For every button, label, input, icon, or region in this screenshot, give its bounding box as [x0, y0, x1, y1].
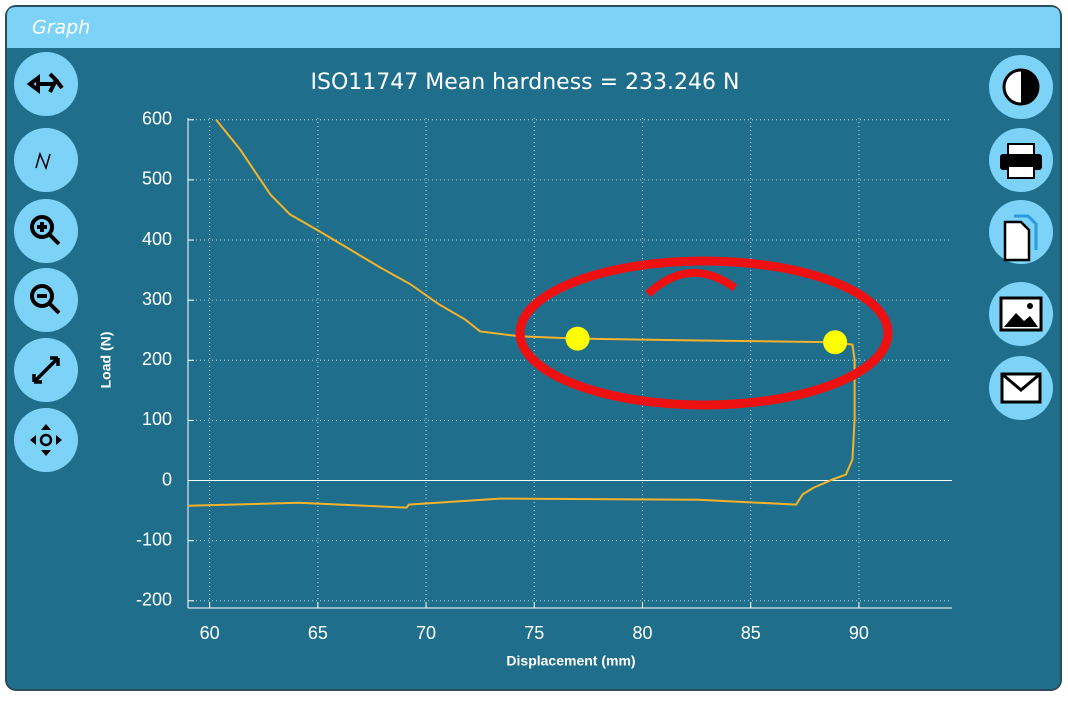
print-button[interactable]: [989, 128, 1053, 192]
x-tick-label: 70: [416, 623, 436, 643]
y-tick-label: 300: [142, 289, 172, 309]
zoom-out-button[interactable]: [14, 268, 78, 332]
right-toolbar: [989, 55, 1053, 420]
y-tick-label: -200: [136, 590, 172, 610]
x-tick-label: 85: [741, 623, 761, 643]
curve-button[interactable]: [14, 128, 78, 192]
pan-button[interactable]: [14, 408, 78, 472]
plot: -200 -100 0 100 200 300 400 500 600 60 65 70 75 80 85 9…: [136, 109, 952, 643]
email-button[interactable]: [989, 356, 1053, 420]
image-button[interactable]: [989, 282, 1053, 346]
y-tick-label: 600: [142, 109, 172, 129]
x-tick-label: 65: [308, 623, 328, 643]
x-tick-label: 60: [200, 623, 220, 643]
x-tick-label: 80: [632, 623, 652, 643]
y-tick-label: -100: [136, 529, 172, 549]
highlight-annotation-tail: [645, 268, 738, 297]
window-frame: [5, 5, 1062, 691]
y-tick-label: 400: [142, 229, 172, 249]
y-tick-label: 0: [162, 469, 172, 489]
y-tick-label: 200: [142, 349, 172, 369]
x-axis-label: Displacement (mm): [506, 653, 635, 669]
zoom-in-button[interactable]: [14, 199, 78, 263]
title-bar: [7, 7, 1060, 48]
contrast-button[interactable]: [989, 55, 1053, 119]
exit-button[interactable]: [14, 52, 78, 116]
marker: [565, 326, 590, 351]
y-tick-label: 100: [142, 409, 172, 429]
y-tick-label: 500: [142, 169, 172, 189]
x-tick-label: 90: [849, 623, 869, 643]
window-title: Graph: [32, 17, 90, 39]
marker: [823, 330, 848, 355]
fit-button[interactable]: [14, 338, 78, 402]
copy-button[interactable]: [989, 200, 1053, 264]
chart-title: ISO11747 Mean hardness = 233.246 N: [311, 70, 740, 95]
highlight-annotation: [515, 256, 893, 410]
left-toolbar: [14, 52, 78, 472]
y-axis-label: Load (N): [98, 332, 114, 389]
x-tick-label: 75: [524, 623, 544, 643]
